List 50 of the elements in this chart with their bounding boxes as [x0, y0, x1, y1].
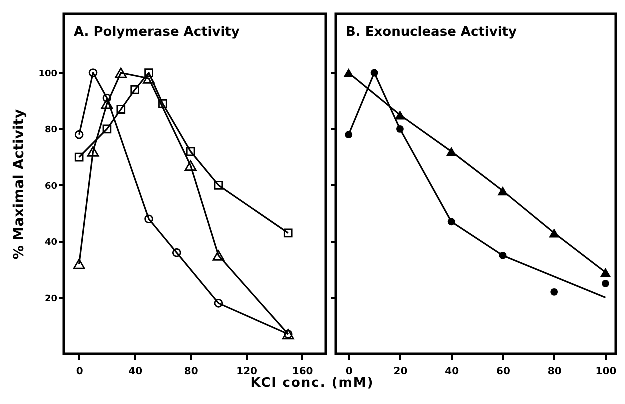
y-tick-label: 40	[44, 238, 58, 248]
point	[394, 110, 406, 120]
point	[144, 214, 154, 224]
point	[600, 268, 611, 278]
x-tick-label: 80	[184, 366, 198, 378]
y-tick-label: 100	[38, 70, 58, 80]
x-tick-label: 0	[346, 366, 353, 378]
text: B. Exonuclease Activity	[346, 25, 518, 40]
x-axis-title: KCl conc. (mM)	[250, 376, 376, 391]
y-tick-label: 60	[44, 182, 58, 192]
x-tick-label: 60	[496, 366, 510, 378]
y-tick-label: 80	[44, 126, 58, 136]
point	[498, 186, 508, 196]
point	[144, 68, 154, 78]
point	[214, 180, 224, 190]
text: A. Polymerase Activity	[74, 25, 240, 40]
point	[602, 280, 610, 288]
point	[186, 147, 196, 156]
y-axis-title: % Maximal Activity	[12, 109, 28, 260]
point	[184, 160, 197, 171]
x-tick-label: 20	[394, 366, 408, 378]
x-tick-label: 160	[292, 366, 314, 378]
point	[116, 105, 126, 114]
point	[130, 85, 140, 94]
point	[212, 250, 225, 261]
point	[102, 124, 112, 134]
x-tick-label: 120	[236, 366, 258, 378]
point	[74, 152, 84, 162]
point	[214, 299, 224, 308]
point	[102, 94, 112, 103]
point	[88, 68, 98, 78]
point	[284, 228, 293, 238]
x-tick-label: 100	[596, 366, 617, 378]
point	[344, 68, 354, 78]
y-tick-label: 20	[44, 294, 58, 304]
point	[101, 98, 114, 110]
point	[446, 147, 457, 156]
point	[87, 146, 100, 157]
point	[550, 288, 558, 296]
point	[143, 73, 155, 84]
point	[73, 258, 86, 270]
point	[549, 228, 560, 238]
point	[115, 68, 128, 78]
point	[74, 130, 84, 140]
x-tick-label: 0	[76, 366, 84, 378]
x-tick-label: 40	[445, 366, 460, 378]
x-tick-label: 80	[548, 366, 562, 378]
point	[172, 248, 182, 258]
x-tick-label: 40	[128, 366, 143, 378]
point	[158, 100, 168, 108]
